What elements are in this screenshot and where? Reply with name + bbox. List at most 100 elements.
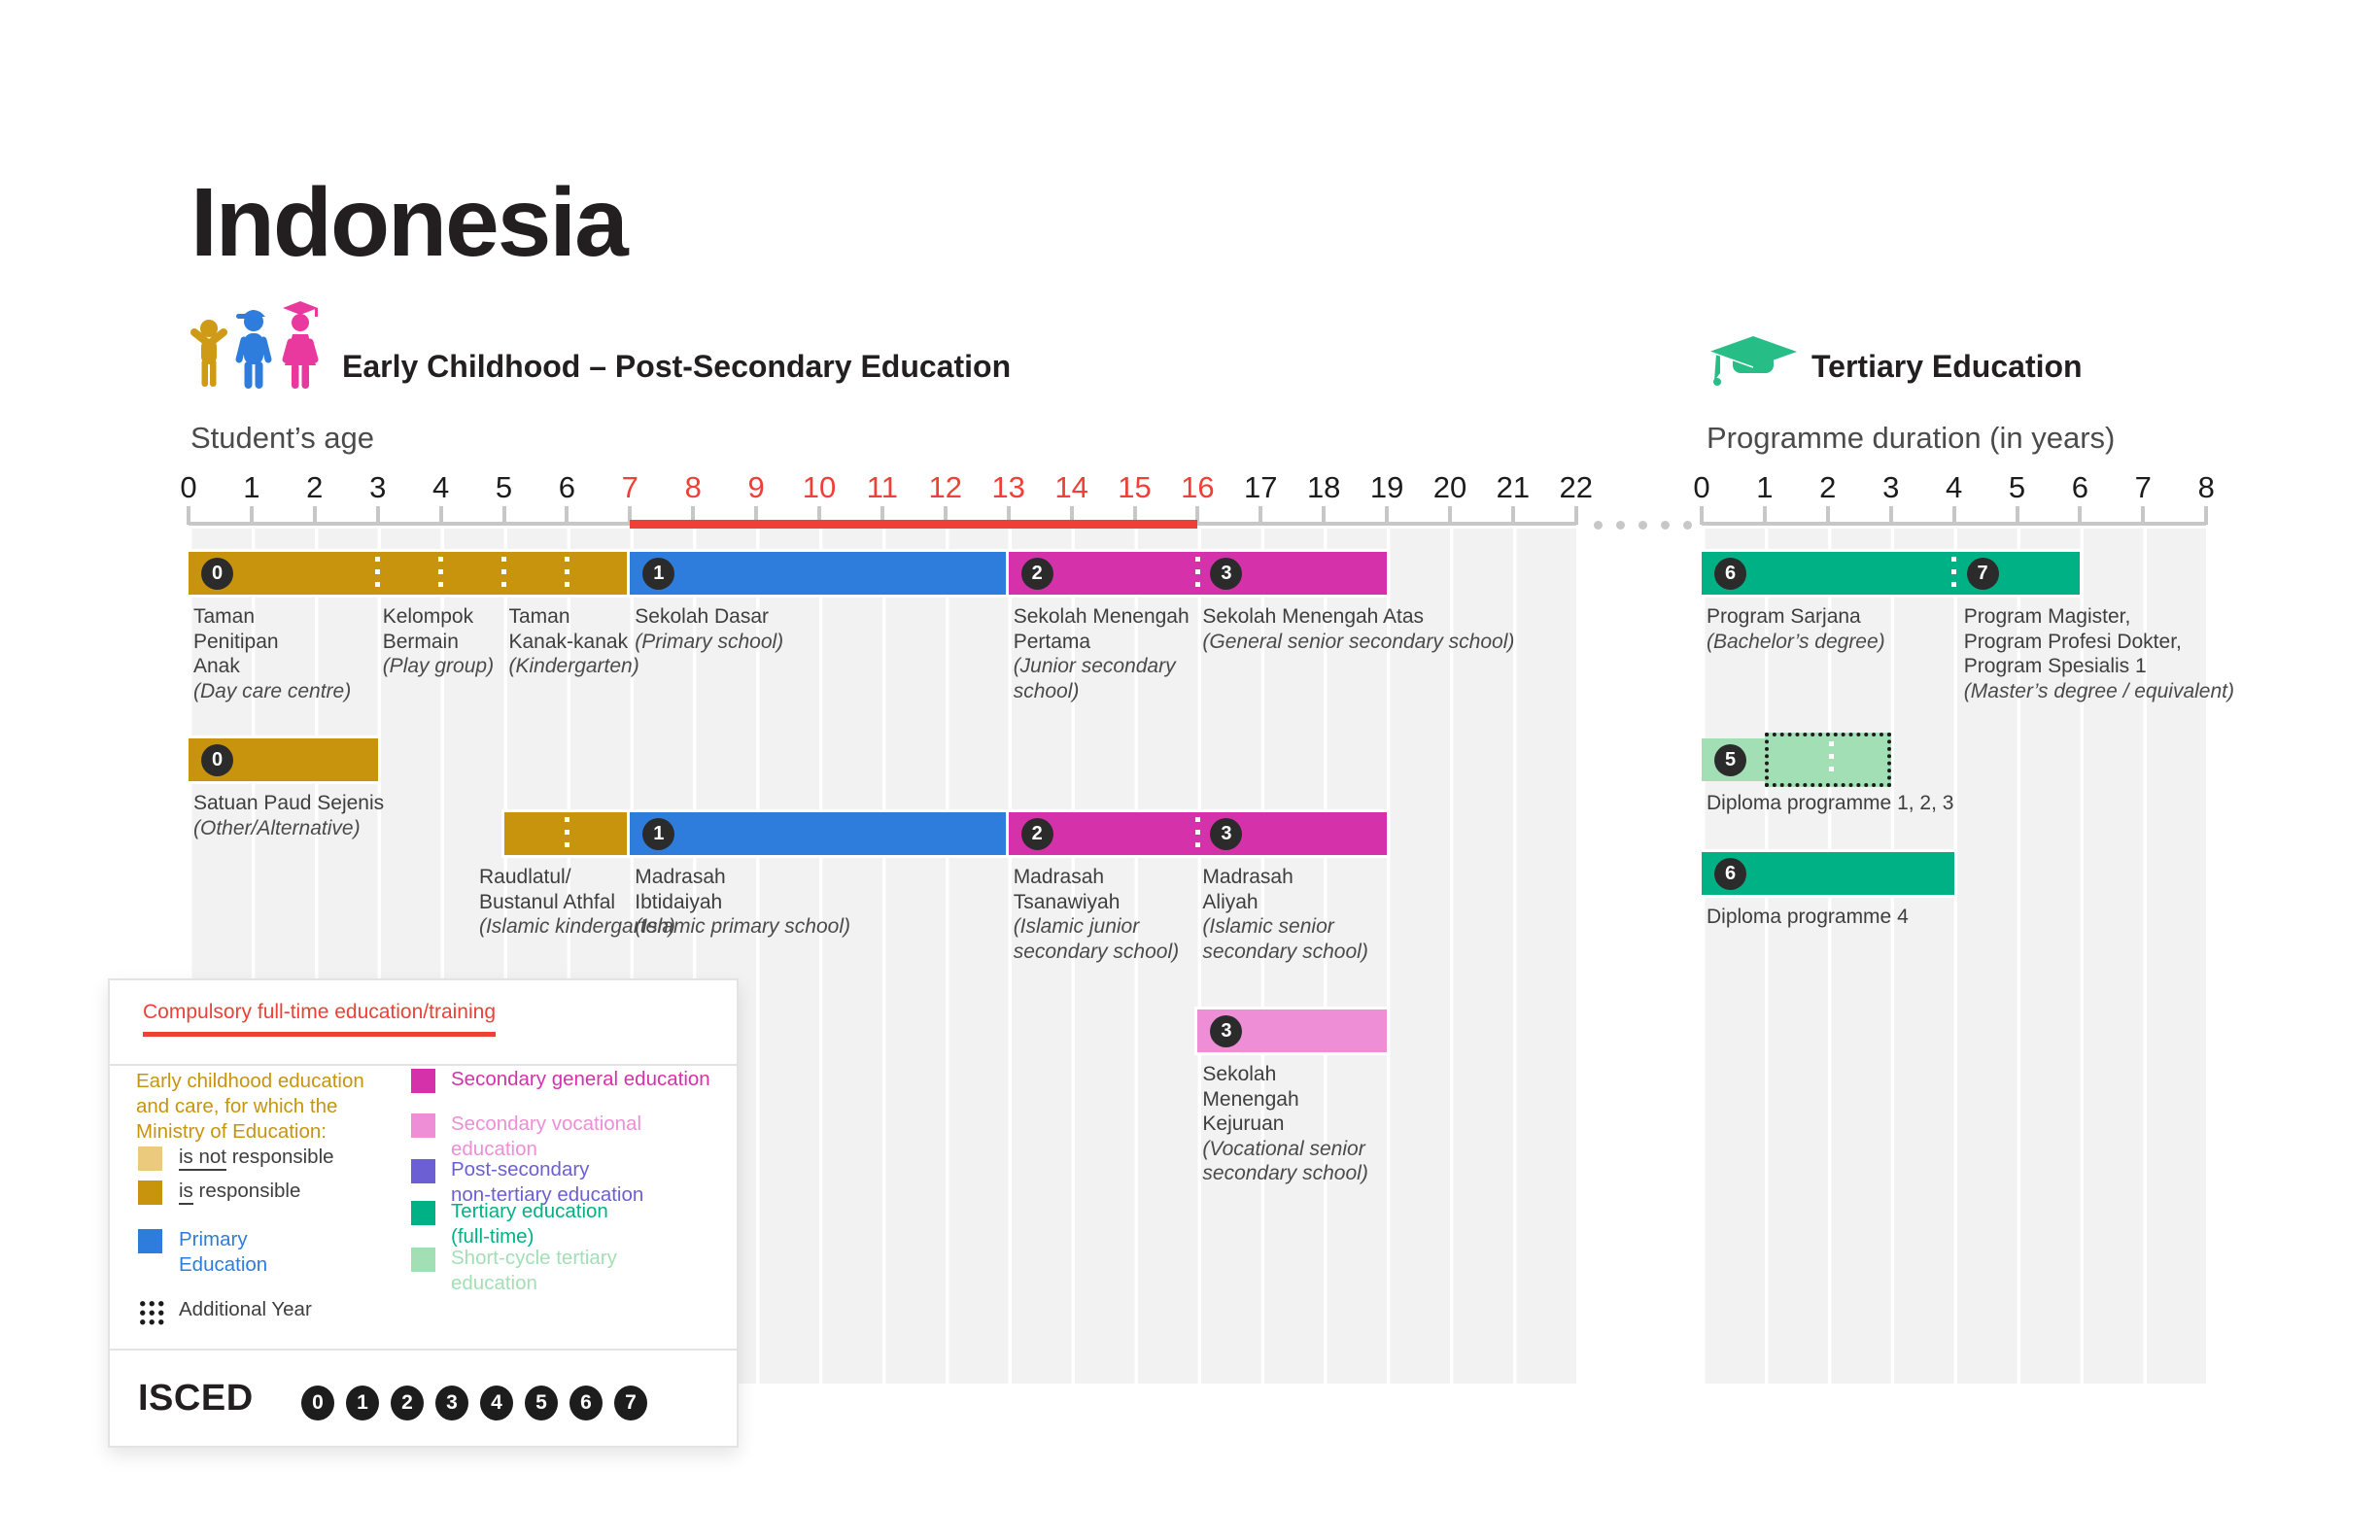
isced-level-badge: 6 xyxy=(1714,558,1746,590)
programme-label: Madrasah Aliyah (Islamic senior secondar… xyxy=(1202,865,1367,964)
additional-year-divider xyxy=(564,817,569,851)
programme-name: Sekolah Dasar xyxy=(635,605,770,628)
axis-tick-label: 10 xyxy=(802,470,837,504)
axis-tick-label: 3 xyxy=(1882,470,1900,504)
legend-item-label: Primary Education xyxy=(179,1228,268,1276)
legend-item-label: Tertiary education (full-time) xyxy=(451,1200,608,1248)
axis-tick-label: 6 xyxy=(2071,470,2089,504)
axis-tick xyxy=(2078,506,2083,525)
axis-tick xyxy=(187,506,190,525)
axis-tick-label: 1 xyxy=(243,470,260,504)
legend-swatch xyxy=(138,1181,162,1205)
tertiary-axis-caption: Programme duration (in years) xyxy=(1707,421,2116,455)
axis-tick-label: 2 xyxy=(306,470,324,504)
axis-tick-label: 0 xyxy=(1693,470,1710,504)
programme-name: Diploma programme 1, 2, 3 xyxy=(1707,792,1954,814)
axis-tick-label: 1 xyxy=(1756,470,1774,504)
isced-level-badge: 2 xyxy=(1020,558,1053,590)
axis-tick xyxy=(1951,506,1956,525)
programme-label: Program Magister, Program Profesi Dokter… xyxy=(1964,604,2234,703)
axis-tick xyxy=(1322,506,1327,525)
tertiary-section-heading: Tertiary Education xyxy=(1811,349,2083,384)
axis-tick xyxy=(1195,506,1200,525)
axis-tick-label: 3 xyxy=(369,470,387,504)
axis-tick-label: 5 xyxy=(2008,470,2026,504)
programme-name-english: (Islamic primary school) xyxy=(635,915,850,938)
axis-tick-label: 7 xyxy=(2134,470,2152,504)
legend-swatch xyxy=(138,1229,162,1253)
programme-label: Sekolah Menengah Atas (General senior se… xyxy=(1202,604,1514,654)
programme-name: Madrasah Tsanawiyah xyxy=(1013,866,1121,913)
axis-tick xyxy=(691,506,696,525)
axis-tick-label: 13 xyxy=(991,470,1025,504)
programme-name-english: (Islamic junior secondary school) xyxy=(1013,915,1180,963)
isced-scale-badge: 3 xyxy=(435,1386,468,1420)
legend-item-label: Post-secondary non-tertiary education xyxy=(451,1158,644,1206)
programme-name: Kelompok Bermain xyxy=(382,605,474,653)
isced-level-badge: 1 xyxy=(642,818,675,850)
legend-swatch xyxy=(411,1159,435,1183)
programme-label: Diploma programme 4 xyxy=(1707,905,1909,930)
additional-year-divider xyxy=(375,557,381,591)
isced-level-badge: 7 xyxy=(1966,558,1999,590)
programme-name-english: (General senior secondary school) xyxy=(1202,630,1515,653)
programme-name-english: (Primary school) xyxy=(635,630,784,653)
programme-name-english: (Other/Alternative) xyxy=(193,816,361,839)
programme-name: Raudlatul/ Bustanul Athfal xyxy=(478,866,616,913)
programme-name: Sekolah Menengah Kejuruan xyxy=(1202,1063,1299,1135)
programme-name-english: (Day care centre) xyxy=(193,679,352,702)
legend-divider xyxy=(110,1349,737,1351)
axis-tick xyxy=(1573,506,1578,525)
main-section-heading: Early Childhood – Post-Secondary Educati… xyxy=(342,349,1012,384)
legend-early-childhood-note: Early childhood education and care, for … xyxy=(136,1070,364,1143)
programme-label: Taman Penitipan Anak (Day care centre) xyxy=(193,604,351,703)
programme-bar: 0 xyxy=(189,552,631,595)
isced-level-badge: 3 xyxy=(1210,818,1243,850)
axis-tick xyxy=(1132,506,1137,525)
programme-name-english: (Islamic senior secondary school) xyxy=(1202,915,1368,963)
isced-level-badge: 1 xyxy=(642,558,675,590)
legend-item-label: Short-cycle tertiary education xyxy=(451,1247,617,1294)
main-chart-panel xyxy=(189,529,1576,1384)
legend-title-compulsory: Compulsory full-time education/training xyxy=(143,1000,496,1038)
programme-name: Madrasah Ibtidaiyah xyxy=(635,866,726,913)
additional-year-divider xyxy=(1951,557,1957,591)
additional-year-divider xyxy=(1829,741,1835,775)
programme-label: Satuan Paud Sejenis (Other/Alternative) xyxy=(193,791,384,840)
axis-tick xyxy=(1510,506,1515,525)
programme-name: Satuan Paud Sejenis xyxy=(193,792,385,814)
legend-item-label: Secondary vocational education xyxy=(451,1112,642,1160)
page-title: Indonesia xyxy=(190,168,629,277)
isced-level-badge: 5 xyxy=(1714,744,1746,776)
additional-year-divider xyxy=(438,557,444,591)
additional-year-divider xyxy=(501,557,506,591)
programme-name: Madrasah Aliyah xyxy=(1202,866,1293,913)
axis-tick-label: 5 xyxy=(495,470,513,504)
underlined-word: is not xyxy=(179,1146,226,1171)
axis-tick xyxy=(2141,506,2146,525)
tertiary-chart-panel xyxy=(1702,529,2207,1384)
axis-tick xyxy=(375,506,380,525)
isced-level-badge: 3 xyxy=(1210,1015,1243,1047)
continuation-dot xyxy=(1661,521,1670,530)
programme-name-english: (Master’s degree / equivalent) xyxy=(1963,679,2234,702)
programme-name: Program Sarjana xyxy=(1707,605,1861,628)
programme-name-english: (Junior secondary school) xyxy=(1013,655,1176,702)
programme-label: Sekolah Menengah Pertama (Junior seconda… xyxy=(1014,604,1190,703)
axis-tick xyxy=(438,506,443,525)
programme-bar: 5 xyxy=(1702,738,1765,781)
legend-item-label: Secondary general education xyxy=(451,1068,710,1090)
programme-bar: 0 xyxy=(189,738,378,781)
programme-name-english: (Play group) xyxy=(382,655,495,677)
programme-name: Taman Kanak-kanak xyxy=(508,605,629,653)
axis-tick-label: 22 xyxy=(1559,470,1594,504)
axis-tick-label: 21 xyxy=(1496,470,1531,504)
programme-bar: 1 xyxy=(630,552,1009,595)
axis-tick xyxy=(1385,506,1390,525)
underlined-word: is xyxy=(179,1180,193,1205)
axis-tick-label: 19 xyxy=(1369,470,1404,504)
axis-tick-label: 14 xyxy=(1054,470,1088,504)
